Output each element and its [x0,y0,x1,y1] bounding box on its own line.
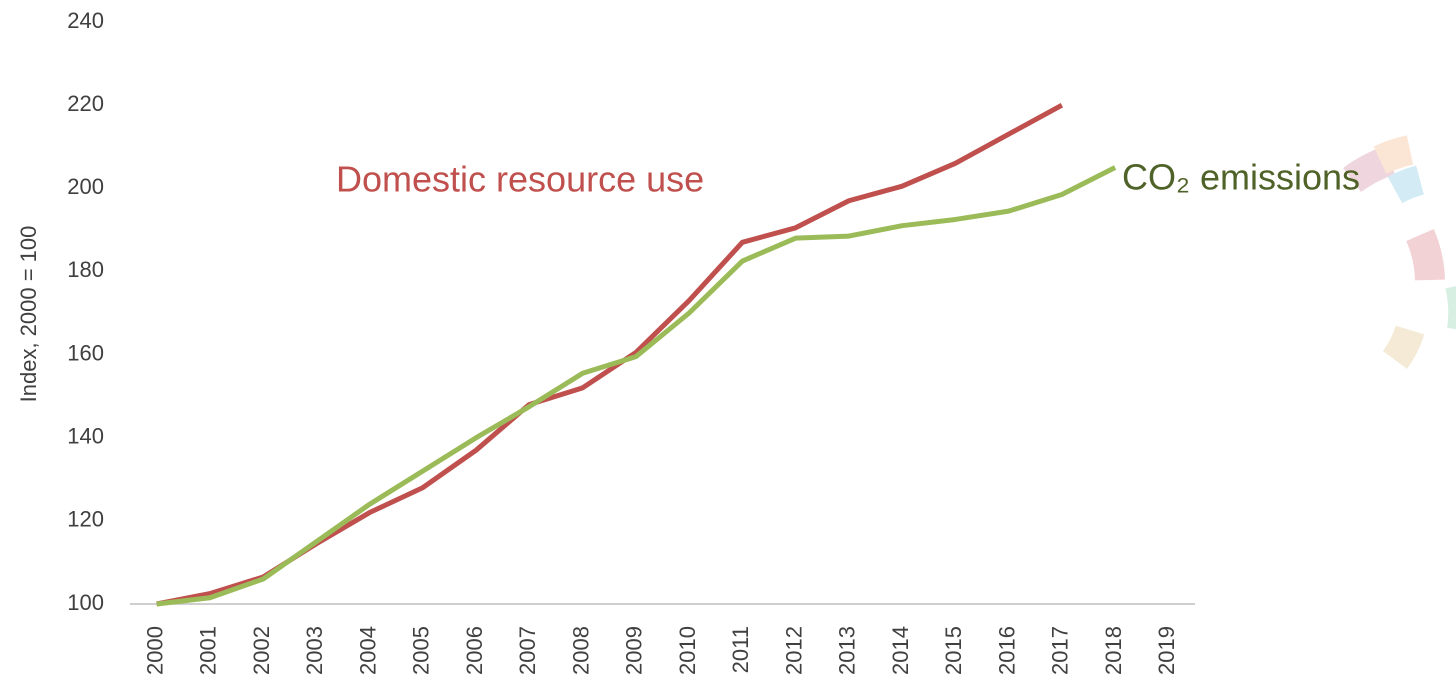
series-label: Domestic resource use [336,159,704,200]
decoration [1343,135,1456,369]
y-tick-label: 200 [67,174,104,199]
x-tick-label: 2013 [835,626,860,675]
x-tick-label: 2016 [994,626,1019,675]
x-tick-label: 2009 [622,626,647,675]
x-tick-label: 2011 [728,626,753,673]
x-tick-label: 2000 [142,626,167,675]
x-tick-label: 2006 [462,626,487,675]
x-tick-label: 2003 [302,626,327,675]
x-tick-label: 2004 [355,626,380,675]
y-tick-label: 100 [67,590,104,615]
x-tick-label: 2017 [1048,626,1073,675]
x-tick-label: 2015 [941,626,966,675]
x-tick-label: 2007 [515,626,540,675]
x-tick-label: 2010 [675,626,700,675]
y-tick-label: 240 [67,8,104,33]
y-tick-label: 120 [67,507,104,532]
x-tick-label: 2002 [249,626,274,675]
x-tick-label: 2005 [409,626,434,675]
y-tick-label: 140 [67,424,104,449]
series-line [156,165,1117,607]
series-label: CO₂ emissions [1122,157,1360,198]
x-tick-label: 2008 [568,626,593,675]
x-tick-label: 2014 [888,626,913,675]
y-tick-label: 160 [67,340,104,365]
x-tick-label: 2018 [1101,626,1126,675]
y-axis-label: Index, 2000 = 100 [16,226,41,403]
x-tick-label: 2019 [1154,626,1179,675]
x-tick-label: 2012 [781,626,806,675]
y-tick-label: 220 [67,91,104,116]
y-tick-label: 180 [67,257,104,282]
x-tick-label: 2001 [196,626,221,675]
